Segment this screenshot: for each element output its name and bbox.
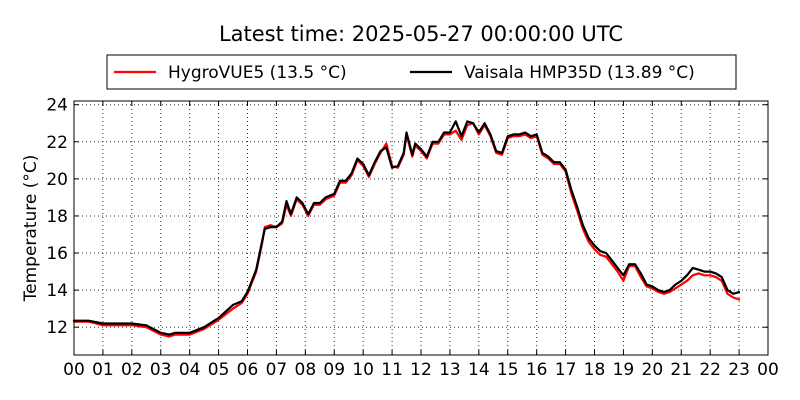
x-tick-label: 21: [670, 360, 692, 380]
y-tick-label: 16: [46, 244, 68, 264]
x-tick-label: 11: [381, 360, 403, 380]
y-tick-label: 20: [46, 170, 68, 190]
x-tick-label: 13: [439, 360, 461, 380]
x-tick-label: 08: [295, 360, 317, 380]
x-tick-label: 12: [410, 360, 432, 380]
plot-frame: [73, 100, 769, 356]
grid: [73, 101, 769, 355]
axis-ticks: [73, 101, 769, 355]
y-tick-label: 14: [46, 281, 68, 301]
x-tick-label: 19: [613, 360, 635, 380]
x-tick-label: 05: [208, 360, 230, 380]
x-tick-label: 10: [352, 360, 374, 380]
series-line-vaisala: [72, 120, 741, 336]
y-tick-label: 18: [46, 207, 68, 227]
x-tick-label: 17: [555, 360, 577, 380]
x-tick-label: 01: [92, 360, 114, 380]
x-axis-tick-labels: 00 01 02 03 04 05 06 07 08 09 10 11 12 13 14 15 16 17 18 19…: [63, 360, 779, 380]
x-tick-label: 07: [266, 360, 288, 380]
x-tick-label: 23: [728, 360, 750, 380]
legend-label-vaisala: Vaisala HMP35D (13.89 °C): [464, 63, 695, 83]
x-tick-label: 15: [497, 360, 519, 380]
x-tick-label: 18: [584, 360, 606, 380]
y-axis-label: Temperature (°C): [21, 155, 41, 303]
x-tick-label: 00: [63, 360, 85, 380]
legend-label-hygrovue5: HygroVUE5 (13.5 °C): [168, 63, 347, 83]
x-tick-label: 20: [642, 360, 664, 380]
x-tick-label: 16: [526, 360, 548, 380]
y-tick-label: 12: [46, 318, 68, 338]
series-line-hygrovue5: [72, 122, 741, 338]
series-layer: [72, 120, 741, 338]
x-tick-label: 03: [150, 360, 172, 380]
y-axis-tick-labels: 12 14 16 18 20 22 24: [46, 96, 68, 338]
chart-title: Latest time: 2025-05-27 00:00:00 UTC: [219, 22, 623, 46]
x-tick-label: 00: [757, 360, 779, 380]
legend: HygroVUE5 (13.5 °C) Vaisala HMP35D (13.8…: [106, 54, 737, 90]
x-tick-label: 14: [468, 360, 490, 380]
y-tick-label: 22: [46, 133, 68, 153]
x-tick-label: 09: [323, 360, 345, 380]
x-tick-label: 04: [179, 360, 201, 380]
y-tick-label: 24: [46, 96, 68, 116]
x-tick-label: 06: [237, 360, 259, 380]
x-tick-label: 02: [121, 360, 143, 380]
x-tick-label: 22: [699, 360, 721, 380]
